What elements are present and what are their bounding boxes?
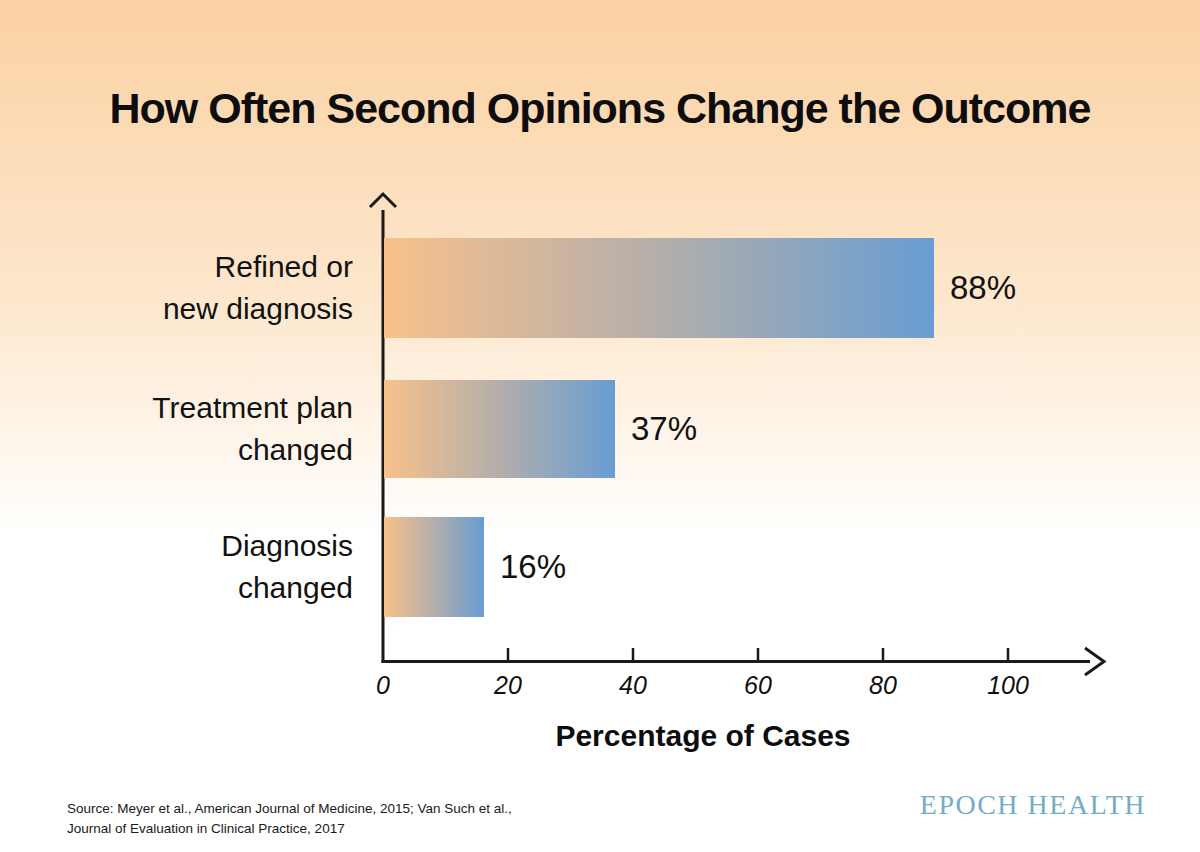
category-label-line: new diagnosis [163,288,353,330]
bar-treatment-plan-changed [384,380,615,478]
x-tick-label: 40 [619,671,647,700]
chart-title: How Often Second Opinions Change the Out… [0,84,1200,133]
y-axis-arrow-icon [370,194,396,207]
category-label-diagnosis-changed: Diagnosis changed [0,517,353,617]
category-label-line: Refined or [215,246,353,288]
x-tick-label: 0 [376,671,390,700]
bar-refined-or-new-diagnosis [384,238,934,338]
x-tick-label: 20 [494,671,522,700]
bar-row: 16% [384,517,566,617]
category-label-line: Treatment plan [152,387,353,429]
epoch-health-logo: EPOCH HEALTH [920,789,1146,821]
x-tick-label: 60 [744,671,772,700]
category-label-line: changed [238,429,353,471]
category-label-refined-or-new-diagnosis: Refined or new diagnosis [0,238,353,338]
bar-value-label: 88% [950,269,1016,307]
source-note-line: Source: Meyer et al., American Journal o… [67,799,512,819]
x-axis-arrow-icon [1085,648,1104,675]
bar-row: 88% [384,238,1016,338]
bar-row: 37% [384,380,697,478]
bar-value-label: 37% [631,410,697,448]
bar-value-label: 16% [500,548,566,586]
category-label-line: Diagnosis [221,525,353,567]
bar-diagnosis-changed [384,517,484,617]
source-note-line: Journal of Evaluation in Clinical Practi… [67,819,512,839]
category-label-line: changed [238,567,353,609]
source-note: Source: Meyer et al., American Journal o… [67,799,512,838]
x-tick-label: 80 [869,671,897,700]
category-label-treatment-plan-changed: Treatment plan changed [0,380,353,478]
x-axis-ticks [508,648,1008,661]
x-tick-label: 100 [987,671,1029,700]
x-axis-title: Percentage of Cases [383,719,1023,753]
infographic-canvas: How Often Second Opinions Change the Out… [0,0,1200,852]
